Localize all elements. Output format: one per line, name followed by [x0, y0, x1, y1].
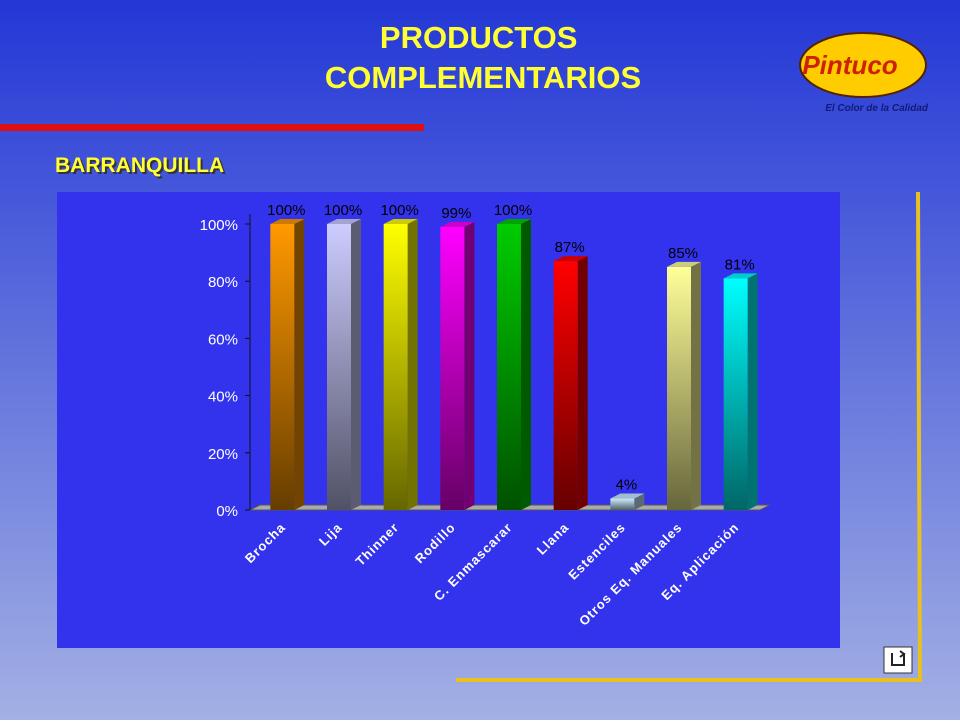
bar-side [351, 219, 361, 510]
bar-side [747, 273, 758, 510]
bar [610, 498, 635, 510]
return-button[interactable] [883, 646, 913, 674]
value-label: 99% [441, 205, 471, 222]
bar-top [667, 261, 701, 267]
y-tick-label: 60% [208, 331, 238, 348]
bar-side [294, 219, 305, 510]
bar-top [270, 219, 305, 224]
bar-side [577, 256, 588, 510]
bar-side [691, 261, 701, 510]
value-label: 100% [267, 202, 305, 219]
bar-top [610, 493, 645, 499]
bar [327, 224, 351, 510]
bar-top [383, 219, 418, 224]
value-label: 81% [725, 256, 755, 273]
bar-top [327, 219, 361, 224]
slide-title: PRODUCTOS COMPLEMENTARIOS [325, 20, 641, 95]
value-label: 100% [494, 202, 532, 219]
bar [440, 226, 465, 511]
divider [0, 124, 424, 131]
bar [497, 224, 521, 510]
value-label: 85% [668, 245, 698, 262]
bar-side [634, 493, 645, 510]
logo-tagline: El Color de la Calidad [825, 103, 929, 114]
bar-side [464, 221, 475, 511]
bar-side [521, 219, 531, 510]
bar [723, 278, 748, 510]
title-line: COMPLEMENTARIOS [325, 60, 641, 95]
logo-name: Pintuco [802, 50, 897, 80]
subtitle: BARRANQUILLA [55, 154, 224, 177]
bar-top [723, 273, 758, 279]
return-icon [891, 650, 906, 666]
value-label: 4% [615, 477, 637, 494]
logo-badge [799, 32, 927, 98]
value-label: 100% [380, 202, 418, 219]
bar-top [553, 256, 588, 262]
frame-line [456, 191, 923, 682]
bar-top [440, 221, 475, 227]
y-tick-label: 40% [208, 389, 238, 406]
subtitle-shadow: BARRANQUILLA [57, 156, 226, 179]
bar [270, 224, 295, 510]
bar [383, 224, 408, 510]
bar-side [407, 219, 418, 510]
bar [667, 266, 691, 510]
value-label: 100% [324, 202, 362, 219]
y-tick-label: 20% [208, 446, 238, 463]
title-line: PRODUCTOS [380, 20, 578, 55]
bar [553, 261, 578, 510]
y-tick-label: 100% [200, 217, 238, 234]
y-tick-label: 0% [216, 503, 238, 520]
value-label: 87% [555, 239, 585, 256]
bar-top [497, 219, 531, 224]
y-tick-label: 80% [208, 274, 238, 291]
